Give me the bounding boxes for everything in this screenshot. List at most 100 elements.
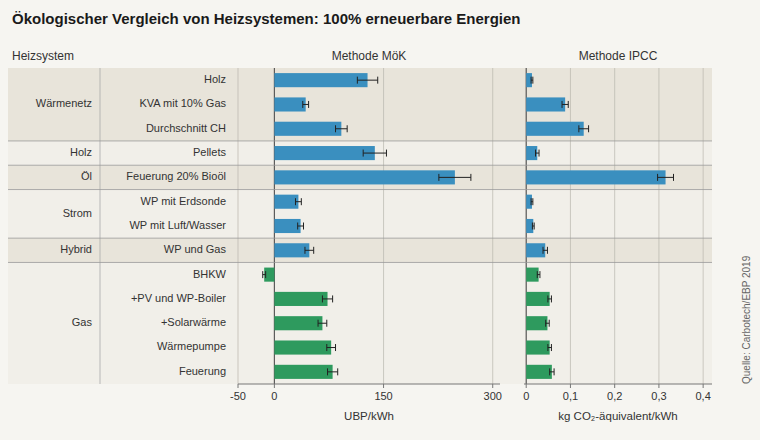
error-bar [532,223,534,230]
x-axis-line [524,384,712,385]
bar [274,195,298,209]
group-band [8,68,712,141]
error-bar [327,344,336,351]
category-label: +PV und WP-Boiler [131,292,226,304]
group-band [8,165,712,189]
tick-label: -50 [230,390,246,402]
bar [526,97,565,111]
error-bar [303,101,309,108]
group-label: Strom [63,207,92,219]
panel-title: Methode IPCC [579,49,658,63]
bar [274,170,454,184]
grid-line [492,68,493,384]
category-label: Wärmepumpe [157,340,226,352]
category-label: Feuerung 20% Bioöl [126,170,226,182]
bar [274,316,322,330]
error-bar [322,295,332,302]
tick-mark [274,384,275,388]
tick-mark [526,384,527,388]
tick-label: 300 [484,390,502,402]
group-divider [8,262,712,263]
bar [274,219,300,233]
title: Ökologischer Vergleich von Heizsystemen:… [12,10,521,27]
bar [526,268,538,282]
bar [526,170,665,184]
tick-mark [703,384,704,388]
marks [526,73,673,379]
category-label: +Solarwärme [161,316,226,328]
category-label: Holz [204,73,226,85]
bar [526,340,549,354]
error-bar [548,295,552,302]
error-bar [531,77,533,84]
error-bar [546,320,550,327]
label-divider [100,68,101,384]
bar [274,146,374,160]
group-label: Hybrid [60,243,92,255]
tick-mark [658,384,659,388]
grid-line [570,68,571,384]
panel: Methode IPCC00,10,20,30,4kg CO₂-äquivale… [523,49,712,422]
grid-line [238,68,239,384]
error-bar [439,174,471,181]
grid-line [703,68,704,384]
category-label: WP mit Luft/Wasser [129,219,226,231]
error-bar [537,271,540,278]
error-bar [536,150,540,157]
panel: Methode MöK-500150300UBP/kWh [230,49,502,422]
group-bands [8,68,712,384]
grid-line [658,68,659,384]
error-bar [318,320,327,327]
error-bar [263,271,266,278]
group-label: Holz [70,146,92,158]
bar [526,73,532,87]
category-label: KVA mit 10% Gas [139,97,226,109]
grid-line [383,68,384,384]
tick-mark [383,384,384,388]
group-divider [8,140,712,141]
x-axis-label: UBP/kWh [344,410,394,422]
tick-label: 150 [374,390,392,402]
category-label: Pellets [193,146,227,158]
error-bar [531,198,533,205]
tick-mark [614,384,615,388]
error-bar [328,368,338,375]
column-header: Heizsystem [12,49,74,63]
error-bar [543,247,547,254]
tick-label: 0,3 [651,390,666,402]
category-label: BHKW [193,268,227,280]
bar [274,73,367,87]
bar [526,316,547,330]
x-axis-label: kg CO₂-äquivalent/kWh [558,410,678,422]
bar [274,243,309,257]
source: Quelle: Carbotech/EBP 2019 [741,255,752,384]
bar [274,292,327,306]
category-label: Durchschnitt CH [146,122,226,134]
group-divider [8,189,712,190]
group-divider [8,165,712,166]
error-bar [295,198,301,205]
error-bar [579,125,589,132]
category-label: Feuerung [179,365,226,377]
error-bar [562,101,568,108]
bar [526,219,533,233]
tick-label: 0 [523,390,529,402]
error-bar [363,150,386,157]
group-band [8,141,712,165]
bar [274,122,341,136]
tick-label: 0,4 [696,390,711,402]
bar [274,365,332,379]
bar [526,122,584,136]
error-bar [336,125,348,132]
error-bar [305,247,314,254]
tick-label: 0 [271,390,277,402]
group-band [8,262,712,384]
error-bar [548,344,552,351]
tick-mark [238,384,239,388]
tick-label: 0,1 [563,390,578,402]
marks [263,73,471,379]
category-label: WP und Gas [164,243,227,255]
error-bar [298,223,304,230]
group-band [8,190,712,239]
bar [526,292,549,306]
